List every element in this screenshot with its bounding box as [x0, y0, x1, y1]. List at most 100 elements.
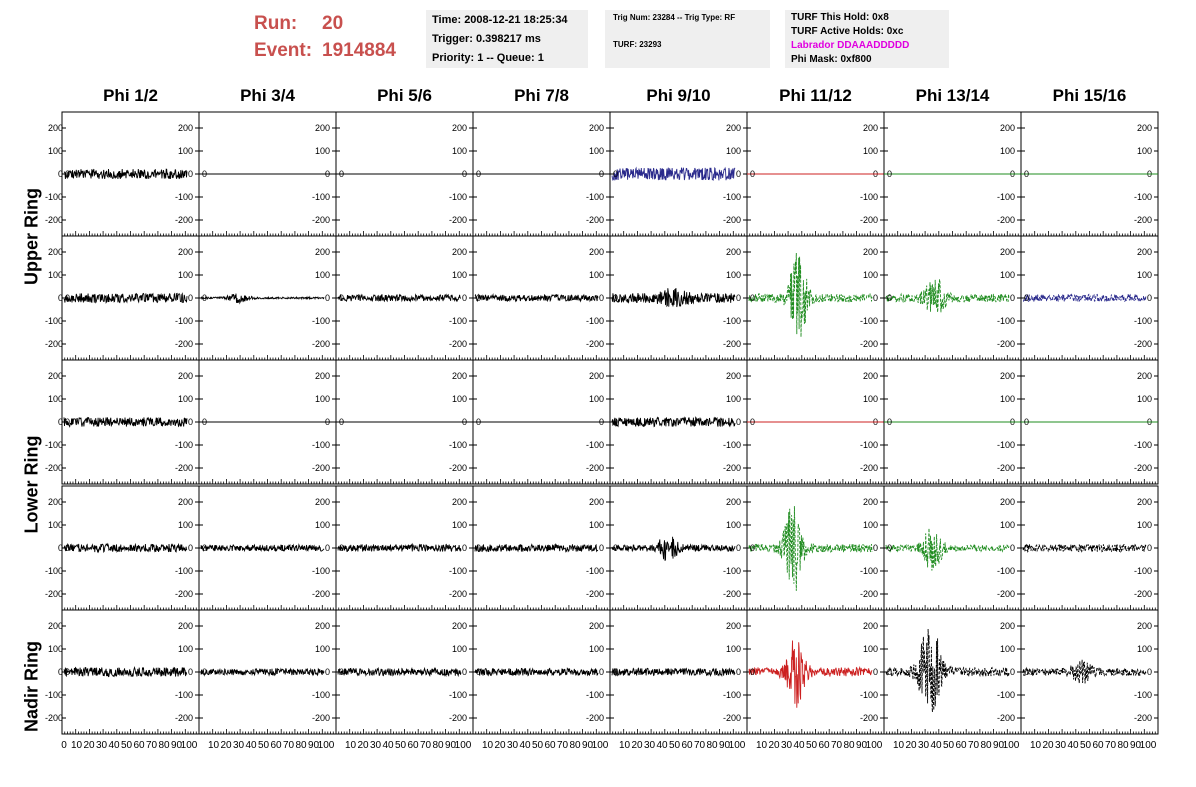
y-tick-label: 100: [452, 394, 467, 404]
waveform-trace: [611, 166, 736, 181]
y-tick-label: 200: [726, 621, 741, 631]
y-tick-label: 100: [589, 270, 604, 280]
x-tick-label: 60: [1092, 740, 1104, 751]
waveform-trace: [63, 292, 188, 304]
x-tick-label: 10: [893, 740, 905, 751]
zero-label: 0: [1024, 543, 1029, 553]
y-tick-label: 200: [1137, 621, 1152, 631]
x-tick-label: 50: [943, 740, 955, 751]
y-tick-label: -200: [175, 215, 193, 225]
y-tick-label: -100: [175, 566, 193, 576]
waveform-trace: [474, 293, 599, 303]
y-tick-label-left: -200: [45, 463, 63, 473]
zero-label: 0: [339, 667, 344, 677]
y-tick-label: 200: [452, 371, 467, 381]
trig-info-box: Trig Num: 23284 -- Trig Type: RF TURF: 2…: [605, 10, 770, 68]
y-tick-label: 200: [1000, 247, 1015, 257]
y-tick-label: 100: [452, 146, 467, 156]
zero-label: 0: [339, 417, 344, 427]
waveform-trace: [1022, 542, 1147, 554]
y-tick-label: -100: [586, 192, 604, 202]
column-header-phi-1-2: Phi 1/2: [103, 86, 158, 105]
x-tick-label: 100: [318, 740, 335, 751]
y-tick-label: 200: [1000, 621, 1015, 631]
y-tick-label: 200: [863, 497, 878, 507]
x-tick-label: 50: [669, 740, 681, 751]
time-info-box: Time: 2008-12-21 18:25:34 Trigger: 0.398…: [426, 10, 588, 68]
zero-label: 0: [339, 543, 344, 553]
y-tick-label: -200: [997, 713, 1015, 723]
y-tick-label: 0: [188, 169, 193, 179]
x-tick-label: 40: [793, 740, 805, 751]
y-tick-label: 100: [863, 394, 878, 404]
y-tick-label: -200: [312, 589, 330, 599]
column-header-phi-5-6: Phi 5/6: [377, 86, 432, 105]
y-tick-label: -100: [312, 566, 330, 576]
y-tick-label: 0: [1010, 543, 1015, 553]
y-tick-label-left: 100: [48, 644, 63, 654]
turf-text: TURF: 23293: [613, 40, 662, 49]
y-tick-label-left: -200: [45, 713, 63, 723]
x-tick-label: 20: [768, 740, 780, 751]
y-tick-label: 100: [178, 270, 193, 280]
y-tick-label: -100: [860, 566, 878, 576]
y-tick-label: 200: [315, 621, 330, 631]
y-tick-label: -100: [997, 690, 1015, 700]
x-tick-label: 100: [729, 740, 746, 751]
y-tick-label: -200: [586, 463, 604, 473]
y-tick-label: -100: [449, 566, 467, 576]
x-tick-label: 10: [345, 740, 357, 751]
zero-label: 0: [476, 667, 481, 677]
y-tick-label: 100: [452, 520, 467, 530]
y-tick-label: -200: [860, 339, 878, 349]
x-tick-label: 60: [955, 740, 967, 751]
y-tick-label: 0: [325, 543, 330, 553]
y-tick-label: 200: [726, 247, 741, 257]
y-tick-label: -200: [175, 339, 193, 349]
waveform-trace: [63, 168, 188, 180]
column-header-phi-15-16: Phi 15/16: [1052, 86, 1127, 105]
y-tick-label: 100: [315, 644, 330, 654]
y-tick-label: 0: [873, 293, 878, 303]
zero-label: 0: [887, 417, 892, 427]
y-tick-label: 0: [599, 667, 604, 677]
y-tick-label: -100: [997, 440, 1015, 450]
y-tick-label: 100: [452, 270, 467, 280]
y-tick-label: 0: [462, 667, 467, 677]
y-tick-label: 100: [1137, 270, 1152, 280]
x-tick-label: 10: [71, 740, 83, 751]
y-tick-label: 100: [1000, 146, 1015, 156]
x-tick-label: 0: [61, 740, 67, 751]
y-tick-label: 0: [599, 293, 604, 303]
waveform-trace: [748, 252, 873, 338]
waveform-trace: [337, 666, 462, 678]
y-tick-label: 200: [589, 247, 604, 257]
y-tick-label: -100: [997, 566, 1015, 576]
y-tick-label: 200: [315, 497, 330, 507]
y-tick-label: -200: [312, 215, 330, 225]
y-tick-label-left: -200: [45, 215, 63, 225]
x-tick-label: 70: [1105, 740, 1117, 751]
x-tick-label: 30: [781, 740, 793, 751]
y-tick-label: 0: [1147, 293, 1152, 303]
y-tick-label: -100: [175, 192, 193, 202]
x-tick-label: 70: [420, 740, 432, 751]
y-tick-label: 0: [1010, 667, 1015, 677]
y-tick-label: 100: [863, 520, 878, 530]
y-tick-label: 200: [452, 123, 467, 133]
x-tick-label: 40: [1067, 740, 1079, 751]
y-tick-label: 200: [178, 123, 193, 133]
x-tick-label: 60: [133, 740, 145, 751]
y-tick-label: -100: [449, 192, 467, 202]
y-tick-label: -100: [723, 316, 741, 326]
y-tick-label: -100: [723, 192, 741, 202]
y-tick-label: 0: [873, 543, 878, 553]
